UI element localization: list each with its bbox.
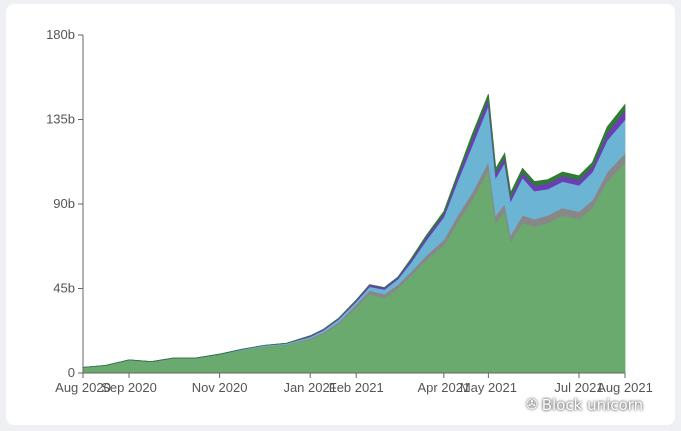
x-tick-label-0: Aug 2020 bbox=[55, 380, 111, 395]
x-tick-label-3: Jan 2021 bbox=[283, 380, 337, 395]
series-areas bbox=[82, 94, 626, 374]
watermark-text: Block unicorn bbox=[541, 396, 644, 414]
x-tick-label-2: Nov 2020 bbox=[192, 380, 248, 395]
x-tick-label-6: May 2021 bbox=[460, 380, 517, 395]
x-tick-label-7: Jul 2021 bbox=[554, 380, 603, 395]
y-tick-label-1: 45b bbox=[53, 281, 75, 296]
wechat-icon: ✇ bbox=[526, 397, 538, 413]
watermark: ✇ Block unicorn bbox=[526, 396, 643, 414]
x-tick-label-8: Aug 2021 bbox=[597, 380, 653, 395]
chart-card: 0 45b 90b 135b 180b Aug 2020 Sep 2020 Nov 2020 J… bbox=[6, 4, 675, 425]
series-area-4 bbox=[82, 94, 626, 368]
x-tick-label-1: Sep 2020 bbox=[101, 380, 157, 395]
x-tick-label-5: Apr 2021 bbox=[417, 380, 470, 395]
y-tick-label-3: 135b bbox=[46, 112, 75, 127]
y-tick-label-4: 180b bbox=[46, 27, 75, 42]
x-tick-label-4: Feb 2021 bbox=[329, 380, 384, 395]
y-tick-label-2: 90b bbox=[53, 196, 75, 211]
y-tick-label-0: 0 bbox=[68, 365, 75, 380]
